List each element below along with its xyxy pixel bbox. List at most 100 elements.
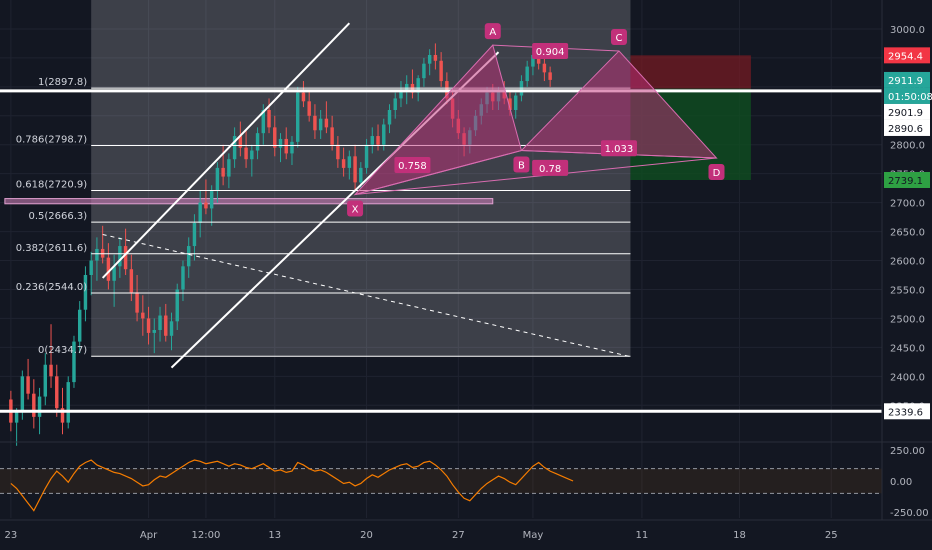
time-tick-label: 13 [268,530,281,541]
candle-body [141,312,145,319]
price-tick-label: 3000.0 [890,25,925,36]
indicator-layer [0,441,932,512]
candle-body [129,269,134,293]
harmonic-ratio-label: 0.904 [536,47,565,58]
fib-level-label: 0.786(2798.7) [16,134,88,145]
candle-body [301,92,306,102]
indicator-tick-label: 250.00 [890,446,925,457]
time-tick-label: 11 [636,530,649,541]
candle-body [198,202,202,223]
candle-body [209,191,214,209]
price-tag-label: 2901.9 [888,108,923,119]
harmonic-ratio-label: 0.758 [398,161,427,172]
harmonic-ratio-badge [394,157,431,173]
price-tick-label: 2800.0 [890,141,925,152]
price-tag-bg [884,403,930,420]
candle-body [255,133,260,151]
candle-body [427,55,432,64]
harmonic-point-label: D [713,168,721,179]
channel-line [101,22,351,279]
price-tag-bg [884,171,930,188]
candle-body [215,167,220,192]
candle-body [290,141,294,154]
candle-body [14,412,19,423]
candle-body [112,266,116,281]
candle-body [250,150,254,160]
candle-body [37,396,42,417]
candle-body [278,138,283,148]
price-tick-label: 2600.0 [890,257,925,268]
candle-body [370,136,375,145]
drawings-layer: 1(2897.8) 0.786(2798.7) 0.618(2720.9) 0.5(2… [0,22,882,413]
candle-body [359,167,363,183]
candle-body [404,83,409,90]
candle-body [55,376,59,409]
candle-body [267,110,271,128]
candle-body [439,60,443,82]
price-tag-label: 01:50:08 [888,92,932,103]
time-tick-label: 27 [452,530,465,541]
candle-body [164,315,168,336]
candle-body [43,364,48,397]
price-tag-bg [884,119,930,136]
stop-loss-zone [630,55,751,89]
price-tick-label: 2400.0 [890,372,925,383]
price-tick-label: 2700.0 [890,199,925,210]
harmonic-ratio-label: 1.033 [605,144,634,155]
candle-body [238,136,243,148]
candle-body [324,118,329,128]
candle-body [152,330,157,333]
harmonic-line [355,157,717,196]
candle-body [542,63,547,73]
candle-body [204,202,208,209]
fib-level-label: 0.236(2544.0) [16,282,88,293]
candle-body [330,127,334,145]
candle-body [244,147,248,160]
price-tag-label: 2890.6 [888,124,923,135]
candle-body [364,144,369,168]
time-tick-label: 25 [825,530,838,541]
harmonic-point-label: A [489,27,496,38]
candle-body [393,98,397,110]
candle-body [382,124,386,145]
time-tick-label: 12:00 [192,530,221,541]
candle-body [548,72,552,80]
candle-body [295,92,300,142]
candle-body [336,144,340,160]
dashed-trendline [102,233,631,358]
fib-level-label: 0.382(2611.6) [16,243,88,254]
harmonic-ratio-label: 0.78 [539,164,561,175]
candle-body [376,136,380,145]
candle-body [536,55,541,64]
candle-body [399,89,403,99]
candle-body [181,266,185,290]
candle-body [273,127,277,148]
price-tick-label: 2550.0 [890,285,925,296]
candle-body [221,167,225,177]
candle-body [118,246,122,267]
candle-body [95,248,99,261]
price-tag-label: 2954.4 [888,51,923,62]
price-tick-label: 2650.0 [890,228,925,239]
candle-body [60,408,65,423]
candle-body [387,110,392,125]
time-tick-label: 23 [5,530,18,541]
harmonic-point-badge [484,23,501,40]
candle-body [100,248,105,258]
price-tick-label: 2500.0 [890,314,925,325]
candle-body [192,222,197,247]
fib-level-label: 0.5(2666.3) [28,211,87,222]
candle-body [232,136,237,160]
harmonic-point-badge [708,164,725,181]
candle-body [89,260,93,275]
candle-body [227,159,231,177]
time-tick-label: 20 [360,530,373,541]
harmonic-point-badge [610,28,627,45]
fib-level-label: 1(2897.8) [38,77,87,88]
price-tag-bg [884,71,930,88]
candle-body [20,376,25,413]
candle-body [422,63,426,79]
candle-body [26,376,30,394]
